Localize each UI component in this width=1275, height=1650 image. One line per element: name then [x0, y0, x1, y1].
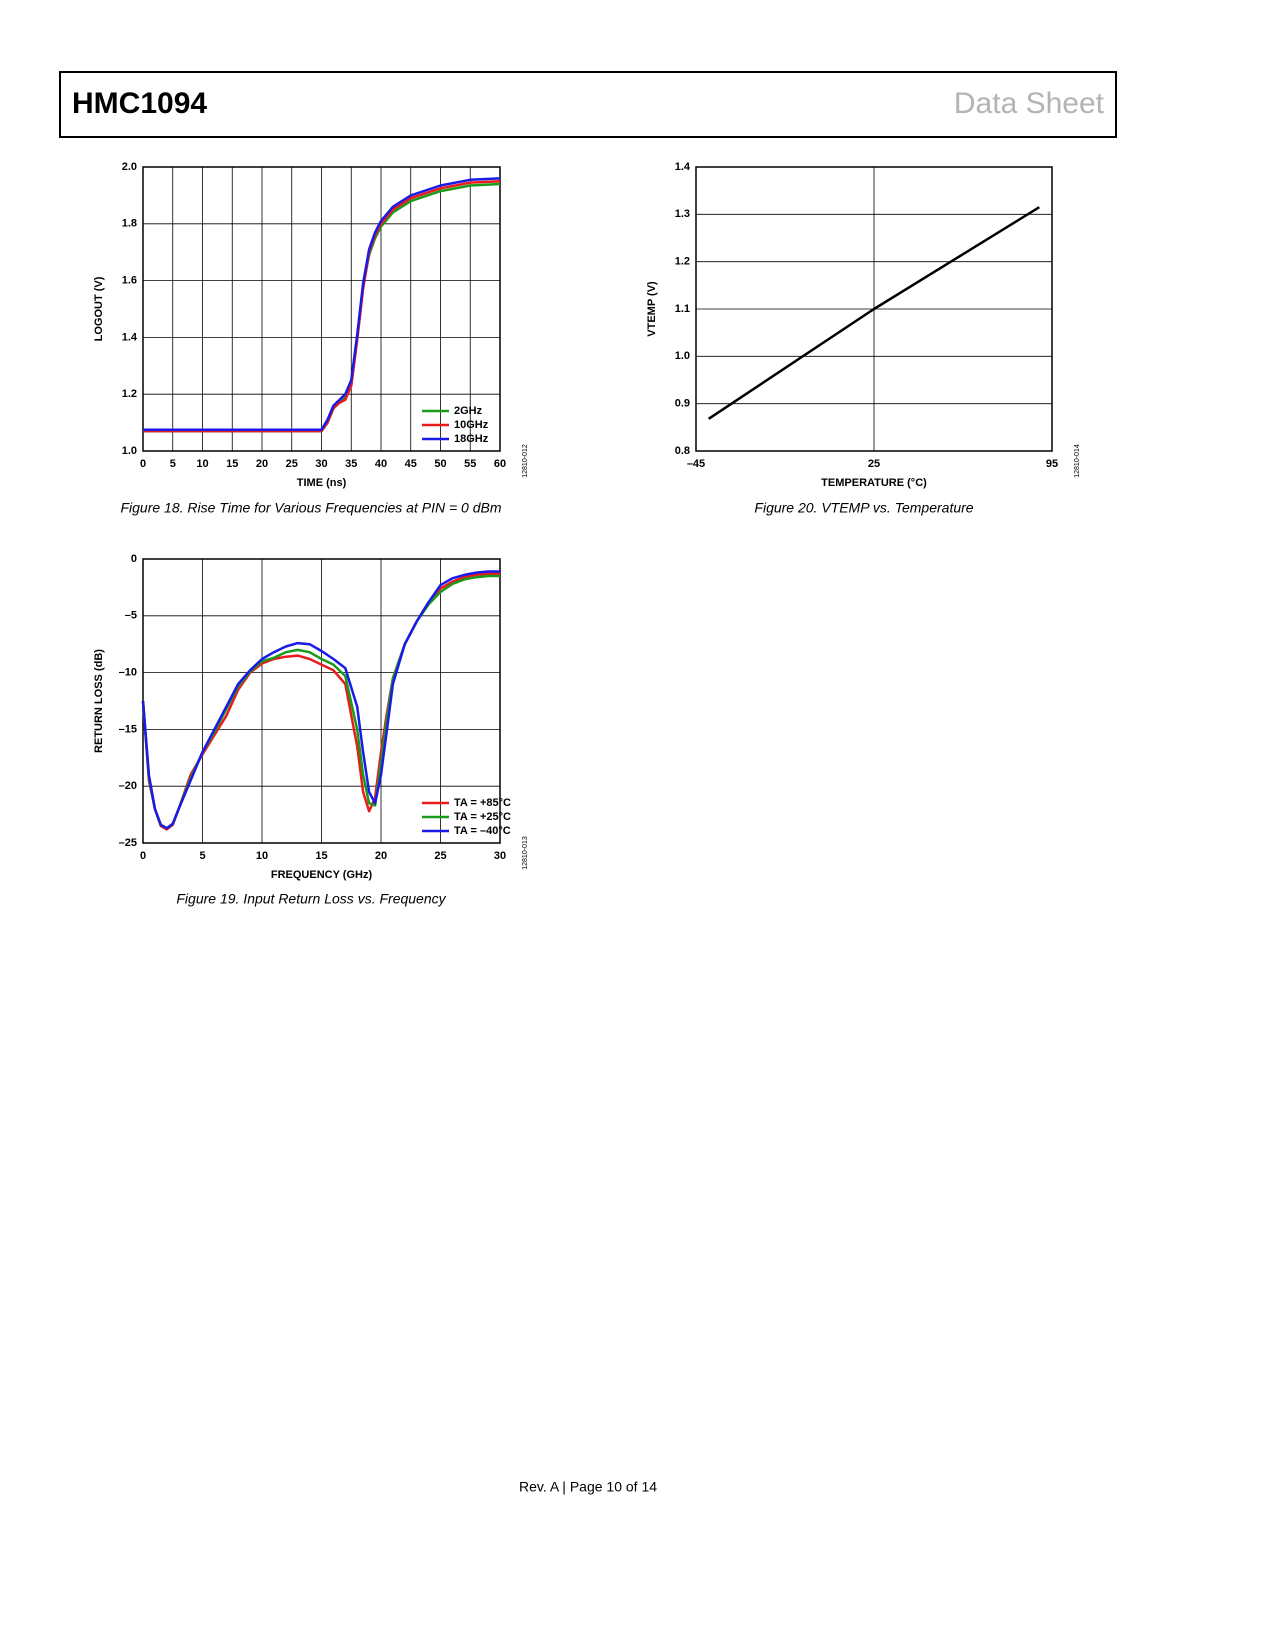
data-line	[141, 570, 500, 830]
footer: Rev. A | Page 10 of 14	[519, 1479, 657, 1495]
x-tick-label: 15	[226, 458, 238, 470]
x-tick-label: 60	[494, 458, 506, 470]
x-tick-label: –45	[687, 458, 705, 470]
x-tick-label: 5	[199, 850, 205, 862]
x-tick-label: 15	[315, 850, 327, 862]
figure-caption: Figure 18. Rise Time for Various Frequen…	[120, 500, 501, 516]
plot-frame	[142, 166, 501, 452]
legend-label: TA = +25°C	[454, 811, 511, 823]
y-tick-label: 0.9	[675, 398, 690, 410]
legend-label: 10GHz	[454, 419, 489, 431]
figure-id: 12810-013	[522, 836, 529, 870]
y-tick-label: 1.8	[122, 218, 137, 230]
y-tick-label: –25	[119, 837, 137, 849]
x-tick-label: 45	[405, 458, 417, 470]
data-line	[143, 177, 501, 431]
data-line	[708, 206, 1040, 420]
y-tick-label: –5	[125, 610, 137, 622]
y-tick-label: 1.4	[122, 331, 138, 343]
x-tick-label: 25	[286, 458, 298, 470]
x-tick-label: 10	[196, 458, 208, 470]
x-tick-label: 30	[315, 458, 327, 470]
x-tick-label: 25	[868, 458, 880, 470]
y-tick-label: –15	[119, 723, 137, 735]
x-tick-label: 0	[140, 850, 146, 862]
x-tick-label: 95	[1046, 458, 1058, 470]
y-tick-label: 1.4	[675, 161, 691, 173]
y-tick-label: 1.2	[675, 256, 690, 268]
x-tick-label: 55	[464, 458, 476, 470]
figure-caption: Figure 20. VTEMP vs. Temperature	[754, 500, 973, 516]
x-tick-label: 20	[256, 458, 268, 470]
x-axis-label: TEMPERATURE (°C)	[821, 477, 927, 489]
x-tick-label: 20	[375, 850, 387, 862]
x-tick-label: 40	[375, 458, 387, 470]
header-doc-type: Data Sheet	[954, 87, 1105, 120]
y-axis-label: VTEMP (V)	[646, 281, 658, 337]
y-axis-label: RETURN LOSS (dB)	[93, 649, 105, 753]
y-tick-label: 1.1	[675, 303, 690, 315]
plot-frame	[695, 166, 1053, 452]
y-tick-label: 1.3	[675, 208, 690, 220]
x-tick-label: 25	[434, 850, 446, 862]
y-tick-label: 1.0	[675, 350, 690, 362]
x-tick-label: 35	[345, 458, 357, 470]
figure-caption: Figure 19. Input Return Loss vs. Frequen…	[176, 891, 446, 907]
figure-id: 12810-012	[522, 444, 529, 478]
y-tick-label: 1.2	[122, 388, 137, 400]
legend-label: 18GHz	[454, 433, 489, 445]
y-tick-label: –20	[119, 780, 137, 792]
y-tick-label: 2.0	[122, 161, 137, 173]
x-tick-label: 0	[140, 458, 146, 470]
x-tick-label: 50	[434, 458, 446, 470]
y-tick-label: 0	[131, 553, 137, 565]
header-title: HMC1094	[72, 87, 207, 120]
y-tick-label: 1.0	[122, 445, 137, 457]
figure-id: 12810-014	[1074, 444, 1081, 478]
y-tick-label: 0.8	[675, 445, 690, 457]
x-axis-label: TIME (ns)	[297, 477, 347, 489]
y-tick-label: –10	[119, 667, 137, 679]
x-tick-label: 5	[170, 458, 176, 470]
y-axis-label: LOGOUT (V)	[93, 276, 105, 341]
x-tick-label: 10	[256, 850, 268, 862]
legend-label: TA = +85°C	[454, 797, 511, 809]
y-tick-label: 1.6	[122, 275, 137, 287]
legend-label: 2GHz	[454, 405, 483, 417]
header-box	[59, 71, 1117, 138]
x-axis-label: FREQUENCY (GHz)	[271, 869, 373, 881]
x-tick-label: 30	[494, 850, 506, 862]
legend-label: TA = –40°C	[454, 825, 511, 837]
